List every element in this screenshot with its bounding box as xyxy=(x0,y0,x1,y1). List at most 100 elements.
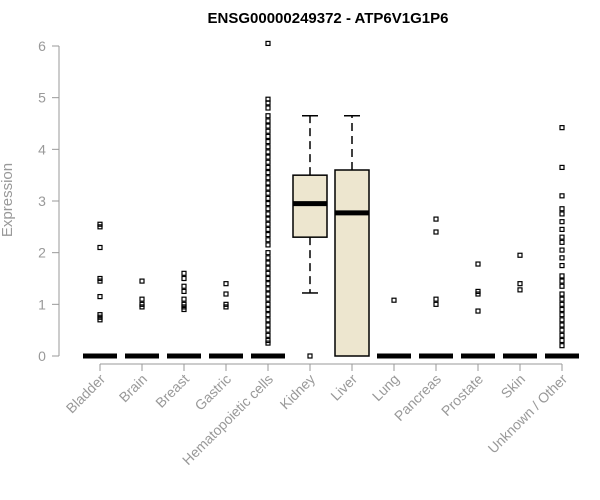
x-tick-label: Skin xyxy=(498,371,529,402)
outlier-point xyxy=(475,291,481,297)
outlier-point xyxy=(559,317,565,323)
y-tick-label: 2 xyxy=(38,245,46,261)
box-iqr xyxy=(292,174,328,238)
outlier-point xyxy=(265,128,271,134)
outlier-point xyxy=(559,206,565,212)
outlier-point xyxy=(559,278,565,284)
outlier-point xyxy=(181,296,187,302)
box-lung xyxy=(377,297,411,359)
outlier-point xyxy=(97,224,103,230)
outlier-point xyxy=(265,291,271,297)
outlier-point xyxy=(139,304,145,310)
x-tick-label: Brain xyxy=(116,371,150,405)
box-pancreas xyxy=(419,216,453,359)
outlier-point xyxy=(265,180,271,186)
x-tick-label: Bladder xyxy=(63,371,109,417)
x-tick-label: Kidney xyxy=(277,371,319,413)
outlier-point xyxy=(559,291,565,297)
outlier-point xyxy=(97,278,103,284)
outlier-point xyxy=(433,296,439,302)
x-tick-label: Breast xyxy=(152,371,192,411)
box-unknown-other xyxy=(545,125,579,359)
outlier-point xyxy=(223,281,229,287)
outlier-point xyxy=(265,221,271,227)
outlier-point xyxy=(559,234,565,240)
x-tick-label: Pancreas xyxy=(391,371,444,424)
outlier-point xyxy=(265,322,271,328)
outlier-point xyxy=(559,343,565,349)
outlier-point xyxy=(265,169,271,176)
box-kidney xyxy=(292,115,328,359)
outlier-point xyxy=(265,40,271,47)
outlier-point xyxy=(559,164,565,171)
outlier-point xyxy=(559,219,565,225)
outlier-point xyxy=(559,211,565,217)
outlier-point xyxy=(265,255,271,261)
y-tick-label: 1 xyxy=(38,296,46,312)
outlier-point xyxy=(433,229,439,235)
plot-area xyxy=(83,40,579,359)
outlier-point xyxy=(475,308,481,314)
outlier-point xyxy=(181,288,187,295)
y-axis-label: Expression xyxy=(0,163,16,237)
outlier-point xyxy=(265,123,271,129)
outlier-point xyxy=(265,237,271,243)
outlier-point xyxy=(265,275,271,282)
box-breast xyxy=(167,270,201,359)
box-hematopoietic-cells xyxy=(251,40,285,359)
outlier-point xyxy=(559,255,565,261)
box-liver xyxy=(334,115,370,357)
outlier-point xyxy=(517,281,523,287)
outlier-point xyxy=(559,337,565,344)
outlier-point xyxy=(97,317,103,323)
outlier-point xyxy=(559,125,565,131)
outlier-point xyxy=(139,278,145,284)
outlier-point xyxy=(181,275,187,282)
outlier-point xyxy=(433,216,439,222)
outlier-point xyxy=(265,138,271,145)
outlier-point xyxy=(223,304,229,310)
y-tick-label: 3 xyxy=(38,193,46,209)
x-tick-label: Liver xyxy=(327,371,360,404)
outlier-point xyxy=(265,231,271,238)
outlier-point xyxy=(265,206,271,212)
outlier-point xyxy=(559,262,565,269)
outlier-point xyxy=(559,283,565,289)
outlier-point xyxy=(181,283,187,289)
outlier-point xyxy=(265,301,271,307)
outlier-point xyxy=(559,273,565,279)
box-iqr xyxy=(334,169,370,357)
outlier-point xyxy=(265,195,271,202)
y-tick-label: 0 xyxy=(38,348,46,364)
outlier-point xyxy=(559,247,565,253)
outlier-point xyxy=(265,185,271,191)
outlier-point xyxy=(433,301,439,307)
outlier-point xyxy=(265,281,271,287)
outlier-point xyxy=(265,286,271,292)
x-tick-label: Prostate xyxy=(438,371,486,419)
outlier-point xyxy=(559,312,565,318)
y-tick-label: 4 xyxy=(38,141,46,157)
outlier-point xyxy=(265,190,271,196)
outlier-point xyxy=(265,332,271,338)
x-tick-label: Unknown / Other xyxy=(485,371,571,457)
outlier-point xyxy=(265,149,271,155)
outlier-point xyxy=(265,265,271,271)
outlier-point xyxy=(559,327,565,333)
box-gastric xyxy=(209,281,243,359)
outlier-point xyxy=(265,211,271,217)
outlier-point xyxy=(265,133,271,140)
outlier-point xyxy=(265,164,271,171)
outlier-point xyxy=(391,297,397,303)
outlier-point xyxy=(265,216,271,222)
outlier-point xyxy=(559,193,565,199)
outlier-point xyxy=(265,144,271,150)
outlier-point xyxy=(559,301,565,307)
outlier-point xyxy=(265,260,271,266)
outlier-point xyxy=(559,296,565,302)
box-prostate xyxy=(461,261,495,359)
outlier-point xyxy=(265,113,271,119)
outlier-point xyxy=(139,296,145,302)
